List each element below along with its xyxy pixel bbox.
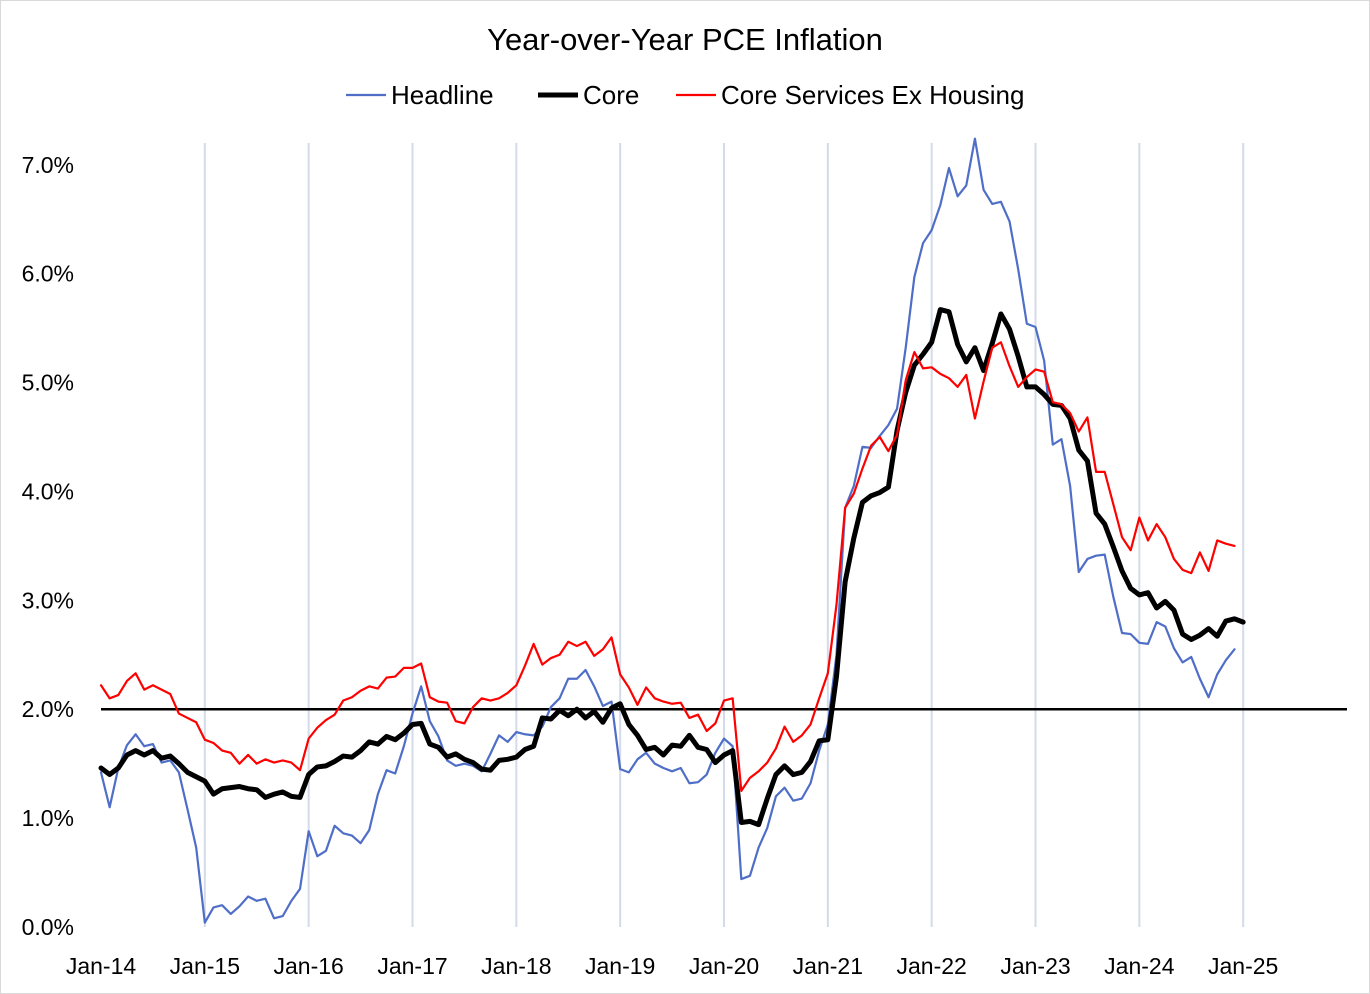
x-tick-label: Jan-18 (481, 953, 551, 979)
x-tick-label: Jan-14 (66, 953, 137, 979)
legend-item-core-services-ex-housing: Core Services Ex Housing (676, 80, 1024, 110)
y-tick-label: 6.0% (22, 261, 74, 287)
x-tick-label: Jan-22 (897, 953, 967, 979)
plot-area: 0.0%1.0%2.0%3.0%4.0%5.0%6.0%7.0%Jan-14 Ja… (22, 137, 1347, 979)
x-tick-label: Jan-21 (793, 953, 863, 979)
x-tick-label: Jan-16 (274, 953, 344, 979)
y-tick-label: 1.0% (22, 805, 74, 831)
series-line-headline (99, 137, 1236, 924)
legend-label: Headline (391, 80, 494, 110)
x-tick-label: Jan-19 (585, 953, 655, 979)
legend-label: Core Services Ex Housing (721, 80, 1024, 110)
x-tick-label: Jan-17 (377, 953, 447, 979)
y-tick-label: 2.0% (22, 696, 74, 722)
gridlines (203, 143, 1245, 927)
y-axis: 0.0% 1.0% 2.0% 3.0% 4.0% 5.0% 6.0% 7.0% (22, 152, 74, 940)
x-tick-label: Jan-15 (170, 953, 240, 979)
y-tick-label: 5.0% (22, 370, 74, 396)
x-axis: Jan-14 Jan-15 Jan-16 Jan-17 Jan-18 Jan-19 Jan-… (66, 953, 1278, 979)
series-line-core (98, 307, 1246, 828)
x-tick-label: Jan-25 (1208, 953, 1278, 979)
x-tick-label: Jan-24 (1104, 953, 1175, 979)
legend-item-headline: Headline (346, 80, 494, 110)
chart-title: Year-over-Year PCE Inflation (487, 22, 883, 57)
y-tick-label: 0.0% (22, 914, 74, 940)
x-tick-label: Jan-23 (1000, 953, 1070, 979)
chart-legend: Headline Core Core Services Ex Housing (346, 80, 1024, 110)
legend-label: Core (583, 80, 639, 110)
y-tick-label: 4.0% (22, 478, 74, 504)
y-tick-label: 7.0% (22, 152, 74, 178)
y-tick-label: 3.0% (22, 587, 74, 613)
series-line-core-services-ex-housing (99, 341, 1236, 792)
legend-item-core: Core (538, 80, 639, 110)
x-tick-label: Jan-20 (689, 953, 759, 979)
